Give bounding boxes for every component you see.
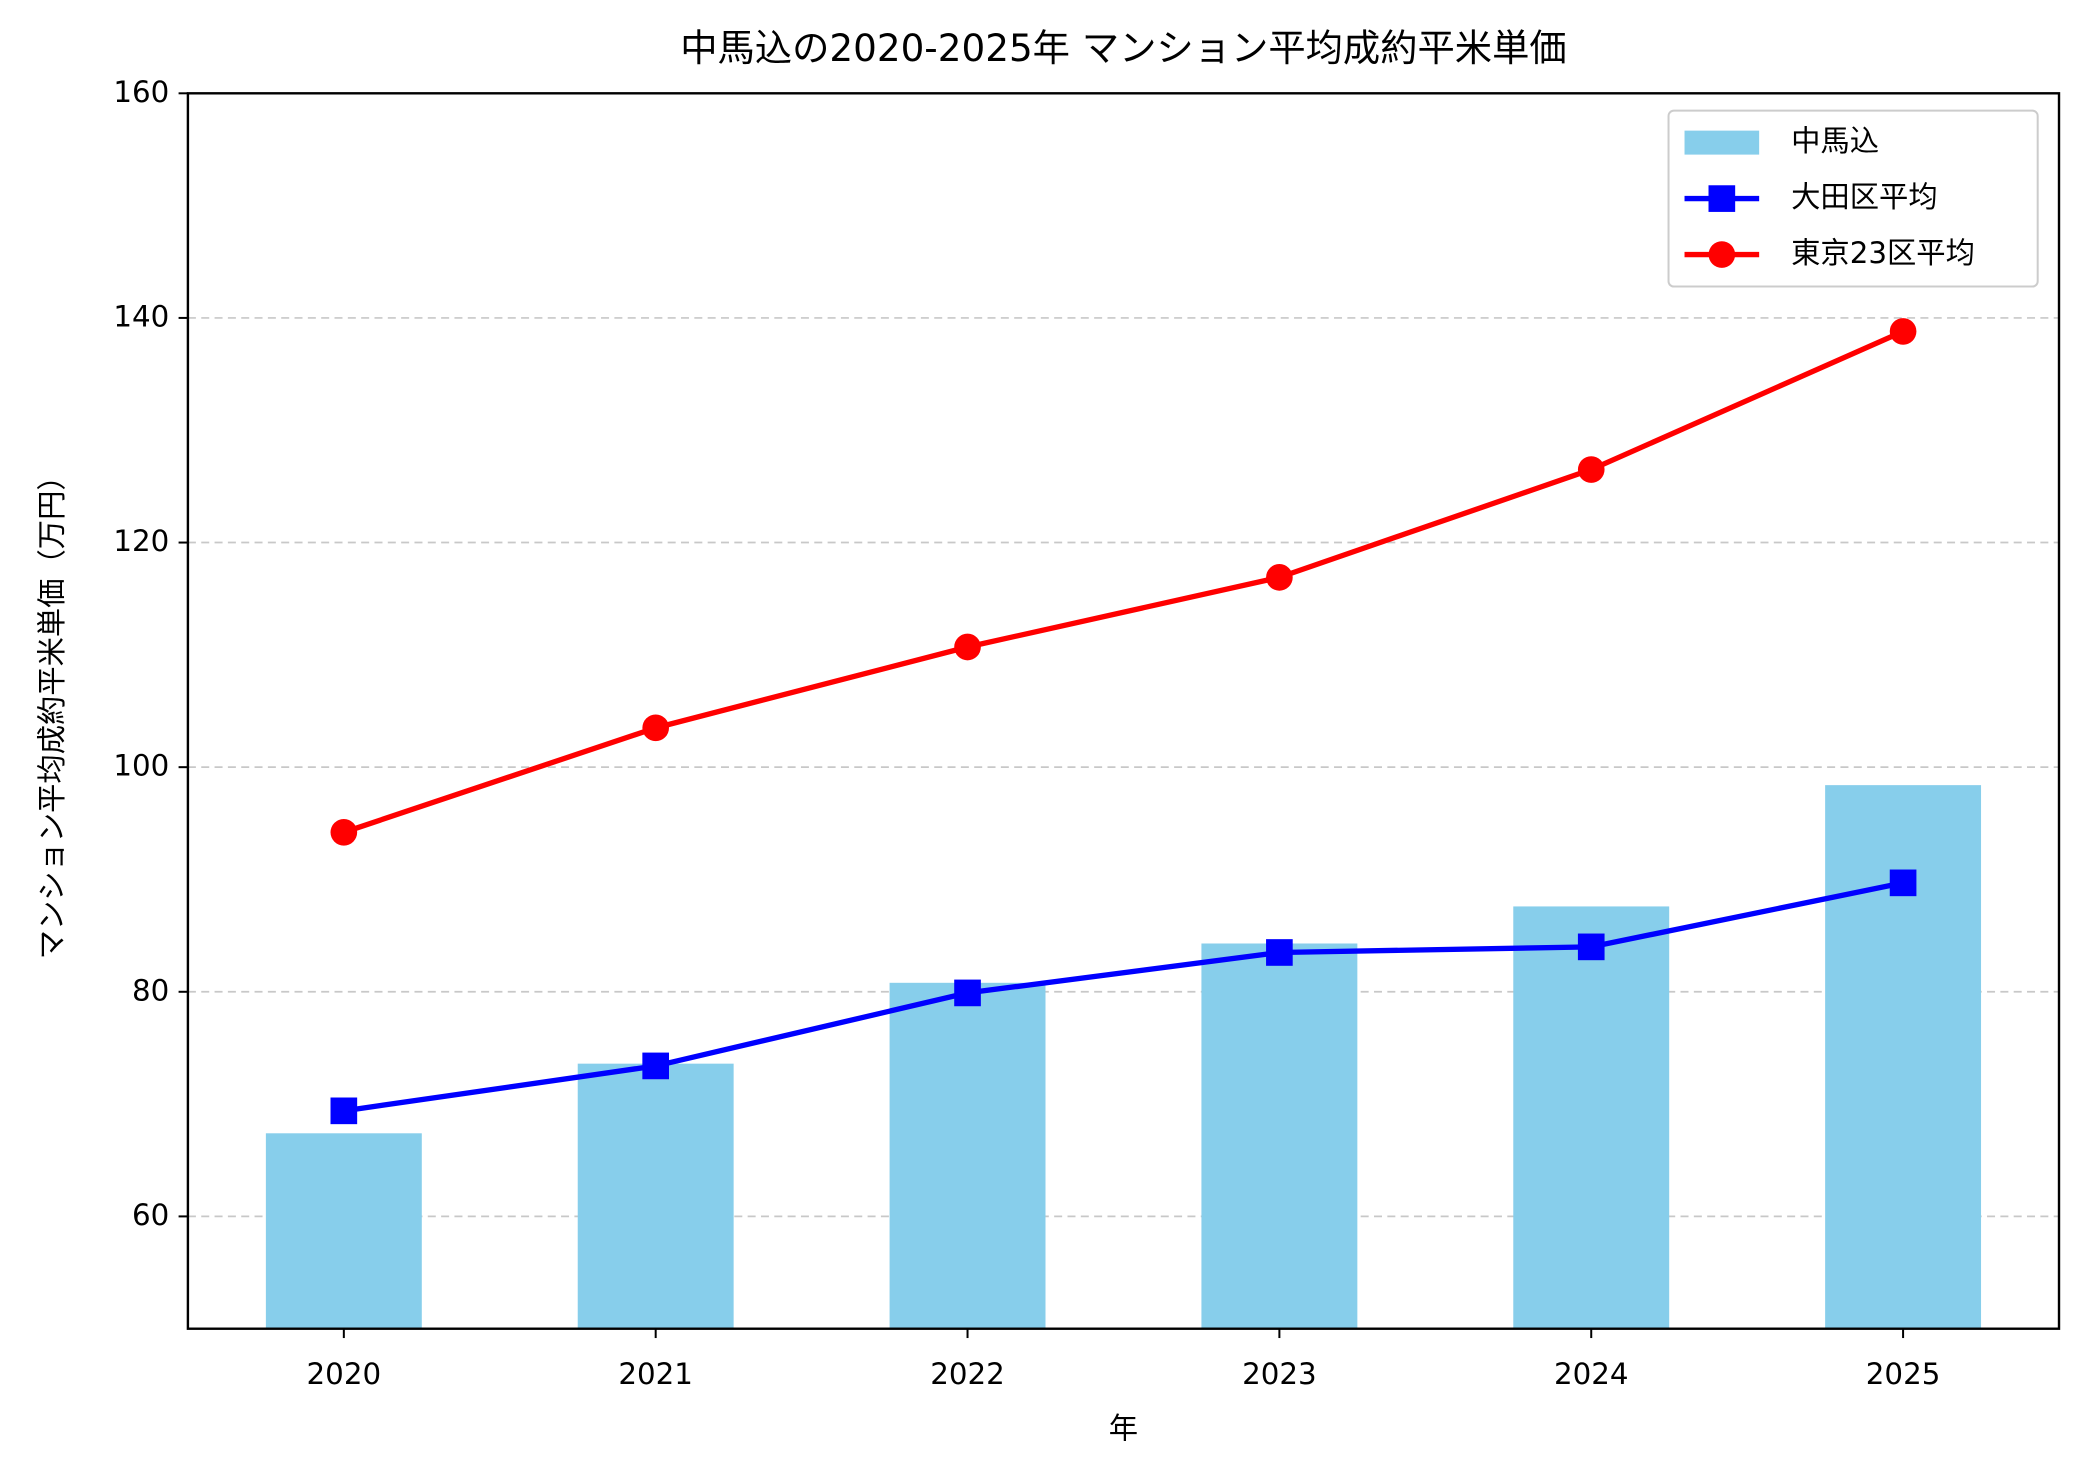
bar — [577, 1063, 734, 1329]
x-tick-label: 2020 — [307, 1357, 382, 1391]
legend-marker — [1708, 241, 1736, 268]
x-tick-label: 2023 — [1242, 1357, 1317, 1391]
legend-label: 中馬込 — [1791, 124, 1879, 158]
legend-swatch — [1684, 130, 1760, 155]
legend-label: 東京23区平均 — [1791, 236, 1975, 270]
marker — [330, 1097, 358, 1125]
y-tick-label: 120 — [113, 524, 169, 558]
chart-title: 中馬込の2020-2025年 マンション平均成約平米単価 — [680, 26, 1566, 70]
legend-label: 大田区平均 — [1791, 180, 1937, 214]
marker — [1577, 933, 1605, 961]
x-tick-label: 2022 — [930, 1357, 1005, 1391]
marker — [1577, 456, 1605, 483]
marker — [330, 818, 358, 846]
y-axis-label: マンション平均成約平米単価（万円） — [35, 461, 69, 959]
y-tick-label: 80 — [132, 973, 169, 1007]
legend-marker — [1708, 185, 1736, 212]
x-tick-label: 2024 — [1554, 1357, 1629, 1391]
y-tick-label: 60 — [132, 1198, 169, 1232]
bar — [889, 982, 1046, 1329]
marker — [1889, 869, 1917, 897]
marker — [954, 633, 981, 661]
marker — [1266, 939, 1293, 966]
x-tick-label: 2025 — [1866, 1357, 1941, 1391]
marker — [642, 1052, 670, 1080]
plot-frame — [186, 92, 2061, 1330]
y-tick-label: 100 — [113, 749, 169, 783]
marker — [1266, 564, 1293, 591]
bar — [265, 1133, 422, 1329]
y-tick-label: 140 — [113, 299, 169, 333]
marker — [954, 979, 981, 1007]
marker — [1889, 318, 1917, 345]
x-tick-label: 2021 — [618, 1357, 693, 1391]
line — [343, 880, 1904, 1114]
legend-box — [1667, 109, 2039, 288]
marker — [642, 714, 670, 742]
line — [342, 328, 1905, 835]
x-axis-label: 年 — [1109, 1412, 1138, 1446]
bar — [1825, 785, 1982, 1329]
y-tick-label: 160 — [113, 75, 169, 109]
bar — [1513, 906, 1670, 1329]
bar — [1201, 943, 1358, 1329]
